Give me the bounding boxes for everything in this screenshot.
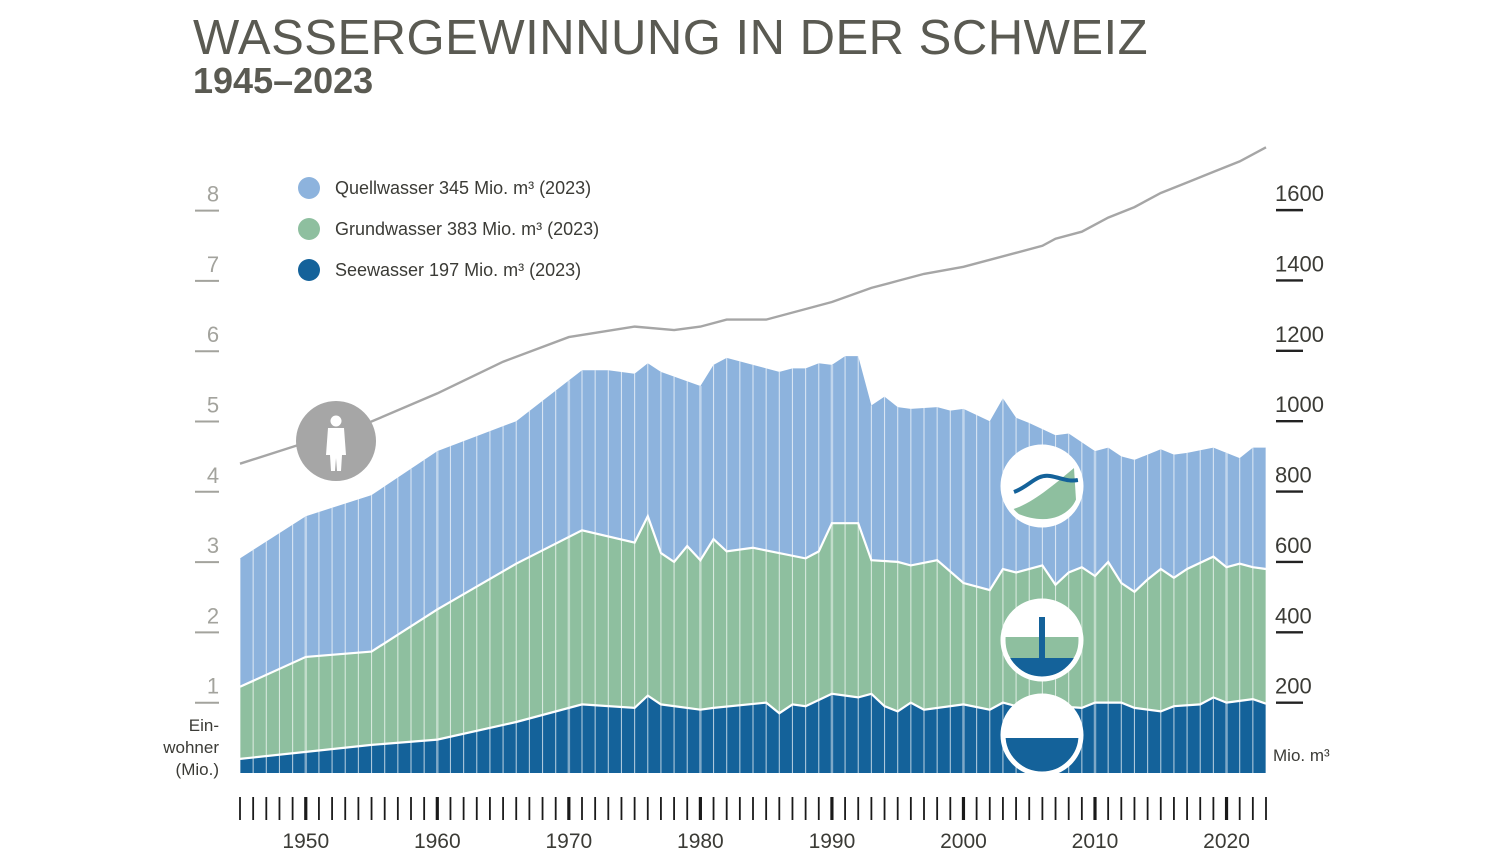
spring-icon-hill — [1010, 468, 1076, 520]
legend-label-quellwasser: Quellwasser 345 Mio. m³ (2023) — [335, 178, 591, 198]
chart-title: WASSERGEWINNUNG IN DER SCHWEIZ — [193, 11, 1149, 65]
left-axis-title-line-3: (Mio.) — [176, 760, 219, 779]
left-tick-label-6: 6 — [207, 322, 219, 347]
legend-label-seewasser: Seewasser 197 Mio. m³ (2023) — [335, 260, 581, 280]
right-tick-label-200: 200 — [1275, 674, 1312, 699]
spring-icon-water — [1013, 473, 1079, 494]
left-axis-title-line-2: wohner — [162, 738, 219, 757]
population-line — [239, 146, 1267, 465]
right-tick-label-1000: 1000 — [1275, 392, 1324, 417]
well-icon-water — [1009, 658, 1075, 678]
left-tick-label-2: 2 — [207, 603, 219, 628]
person-icon-head — [330, 415, 342, 427]
left-tick-label-3: 3 — [207, 533, 219, 558]
right-axis-title: Mio. m³ — [1273, 746, 1330, 765]
legend-label-grundwasser: Grundwasser 383 Mio. m³ (2023) — [335, 219, 599, 239]
x-tick-label-2000: 2000 — [940, 830, 987, 853]
lake-icon-ring — [1000, 693, 1084, 777]
right-tick-label-600: 600 — [1275, 533, 1312, 558]
left-tick-label-7: 7 — [207, 252, 219, 277]
x-tick-label-1970: 1970 — [545, 830, 592, 853]
boundary-seewasser — [239, 692, 1267, 760]
x-tick-label-1950: 1950 — [282, 830, 329, 853]
well-icon-ring — [1000, 598, 1084, 682]
left-tick-label-5: 5 — [207, 393, 219, 418]
boundary-grundwasser — [239, 513, 1267, 688]
right-tick-label-1400: 1400 — [1275, 251, 1324, 276]
chart-subtitle: 1945–2023 — [193, 60, 374, 101]
well-icon-pipe — [1039, 617, 1045, 660]
legend-swatch-seewasser — [298, 259, 320, 281]
right-tick-label-1200: 1200 — [1275, 322, 1324, 347]
right-tick-label-1600: 1600 — [1275, 181, 1324, 206]
spring-icon-ring — [1000, 444, 1084, 528]
x-tick-label-2010: 2010 — [1072, 830, 1119, 853]
x-tick-label-2020: 2020 — [1203, 830, 1250, 853]
x-tick-label-1990: 1990 — [809, 830, 856, 853]
right-tick-label-800: 800 — [1275, 463, 1312, 488]
legend-swatch-grundwasser — [298, 218, 320, 240]
legend-swatch-quellwasser — [298, 177, 320, 199]
x-tick-label-1980: 1980 — [677, 830, 724, 853]
person-icon-body — [326, 428, 346, 471]
left-tick-label-1: 1 — [207, 674, 219, 699]
x-tick-label-1960: 1960 — [414, 830, 461, 853]
right-tick-label-400: 400 — [1275, 603, 1312, 628]
left-axis-title-line-1: Ein- — [189, 716, 219, 735]
left-tick-label-8: 8 — [207, 182, 219, 207]
left-tick-label-4: 4 — [207, 463, 219, 488]
